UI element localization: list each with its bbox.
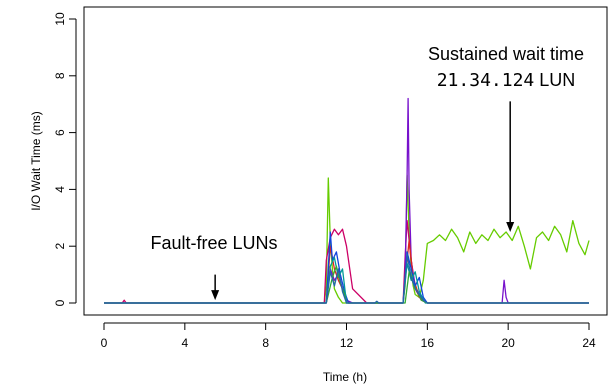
annotation-lun-id: 21.34.124	[437, 70, 535, 91]
x-axis-title: Time (h)	[323, 370, 367, 384]
series-layer	[104, 97, 590, 304]
x-tick-label: 16	[421, 336, 435, 350]
annotation-lun-suffix: LUN	[534, 70, 575, 90]
annotation-fault-free-arrowhead	[211, 290, 220, 301]
x-tick-label: 24	[582, 336, 596, 350]
y-tick-label: 2	[53, 243, 67, 250]
x-tick-label: 12	[340, 336, 354, 350]
x-axis: 0 4 8 12 16 20 24	[101, 322, 596, 350]
x-tick-label: 8	[262, 336, 269, 350]
y-tick-label: 8	[53, 72, 67, 79]
x-tick-label: 20	[501, 336, 515, 350]
annotation-fault-free-label: Fault-free LUNs	[150, 233, 277, 253]
y-tick-label: 6	[53, 129, 67, 136]
y-axis: 0 2 4 6 8 10	[53, 12, 77, 306]
y-tick-label: 4	[53, 186, 67, 193]
annotation-sustained-lun: 21.34.124 LUN	[437, 70, 576, 91]
y-tick-label: 10	[53, 12, 67, 26]
y-axis-title: I/O Wait Time (ms)	[29, 111, 43, 211]
series-line-8	[104, 254, 589, 304]
annotation-sustained-label: Sustained wait time	[428, 44, 584, 64]
annotation-sustained: Sustained wait time 21.34.124 LUN	[428, 44, 584, 232]
x-tick-label: 4	[181, 336, 188, 350]
annotation-sustained-arrowhead	[506, 222, 515, 232]
annotation-fault-free: Fault-free LUNs	[150, 233, 278, 301]
x-tick-label: 0	[101, 336, 108, 350]
series-line-1	[104, 174, 590, 304]
series-line-3	[104, 97, 589, 304]
plot-frame	[83, 6, 608, 316]
y-tick-label: 0	[53, 299, 67, 306]
